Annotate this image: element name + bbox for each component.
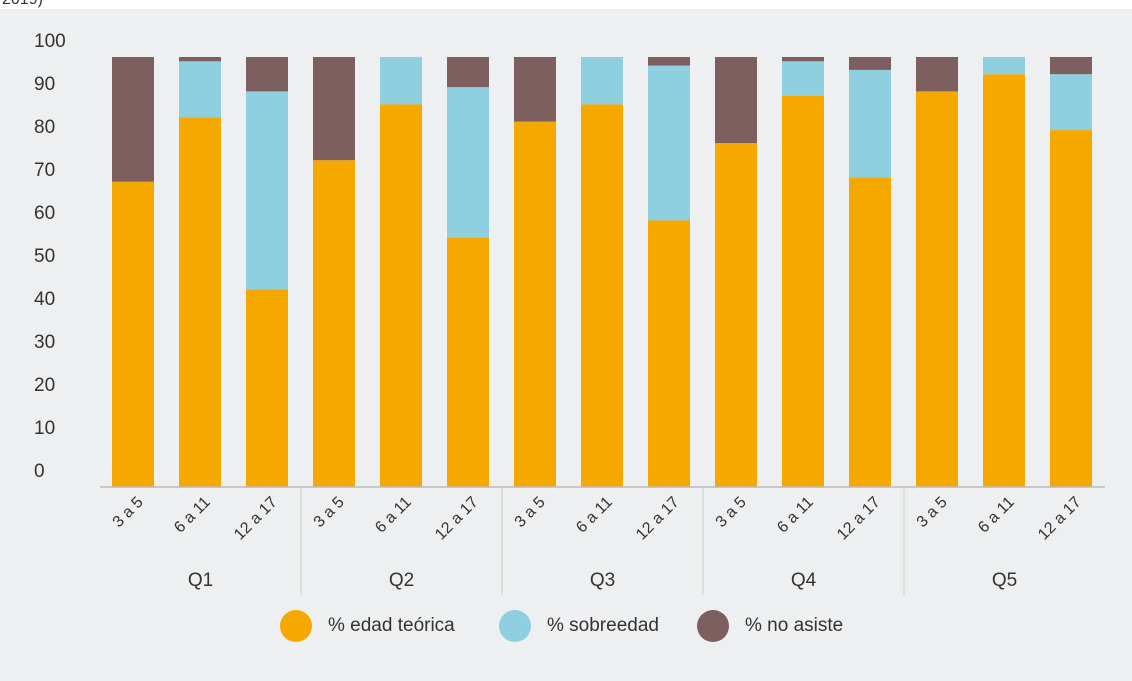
- bar-segment: [849, 69, 891, 178]
- legend-label: % no asiste: [745, 615, 843, 636]
- panel: [0, 9, 1132, 681]
- bar-segment: [782, 57, 824, 62]
- bar-segment: [179, 61, 221, 118]
- bar-segment: [246, 91, 288, 290]
- legend-swatch: [280, 610, 312, 642]
- bar-segment: [514, 121, 556, 487]
- bar-segment: [447, 87, 489, 238]
- y-tick-label: 40: [34, 289, 55, 310]
- bar-segment: [313, 160, 355, 487]
- y-tick-label: 50: [34, 246, 55, 267]
- bar-segment: [1050, 130, 1092, 487]
- bar-segment: [782, 95, 824, 487]
- bar-segment: [179, 117, 221, 487]
- bar-segment: [581, 57, 623, 105]
- bar-segment: [112, 181, 154, 487]
- y-tick-label: 20: [34, 375, 55, 396]
- bar-segment: [380, 57, 422, 105]
- bar-segment: [246, 289, 288, 487]
- bar-segment: [983, 74, 1025, 487]
- bar-segment: [983, 57, 1025, 75]
- bar-segment: [179, 57, 221, 62]
- bar-segment: [447, 237, 489, 487]
- group-label: Q2: [389, 570, 414, 591]
- y-tick-label: 30: [34, 332, 55, 353]
- bar-segment: [581, 104, 623, 488]
- group-label: Q5: [992, 570, 1017, 591]
- bar-segment: [648, 57, 690, 66]
- bar-segment: [112, 57, 154, 182]
- bar-segment: [849, 57, 891, 70]
- bar-segment: [514, 57, 556, 122]
- y-tick-label: 90: [34, 74, 55, 95]
- bar-segment: [246, 57, 288, 92]
- bar-segment: [313, 57, 355, 161]
- y-tick-label: 60: [34, 203, 55, 224]
- bar-segment: [1050, 74, 1092, 131]
- group-label: Q3: [590, 570, 615, 591]
- legend-label: % edad teórica: [328, 615, 455, 636]
- bar-segment: [916, 91, 958, 488]
- legend-swatch: [697, 610, 729, 642]
- bar-segment: [782, 61, 824, 96]
- bar-segment: [849, 177, 891, 487]
- subtitle: 2019): [2, 0, 43, 8]
- bar-segment: [447, 57, 489, 88]
- y-tick-label: 70: [34, 160, 55, 181]
- bar-segment: [715, 57, 757, 143]
- bar-segment: [648, 65, 690, 221]
- y-tick-label: 0: [34, 461, 45, 482]
- bar-segment: [916, 57, 958, 92]
- bar-segment: [380, 104, 422, 488]
- y-tick-label: 80: [34, 117, 55, 138]
- group-label: Q1: [188, 570, 213, 591]
- legend-swatch: [499, 610, 531, 642]
- bar-segment: [648, 220, 690, 487]
- bar-segment: [715, 143, 757, 487]
- bar-segment: [1050, 57, 1092, 75]
- legend-label: % sobreedad: [547, 615, 659, 636]
- y-tick-label: 100: [34, 31, 66, 52]
- group-label: Q4: [791, 570, 817, 591]
- y-tick-label: 10: [34, 418, 55, 439]
